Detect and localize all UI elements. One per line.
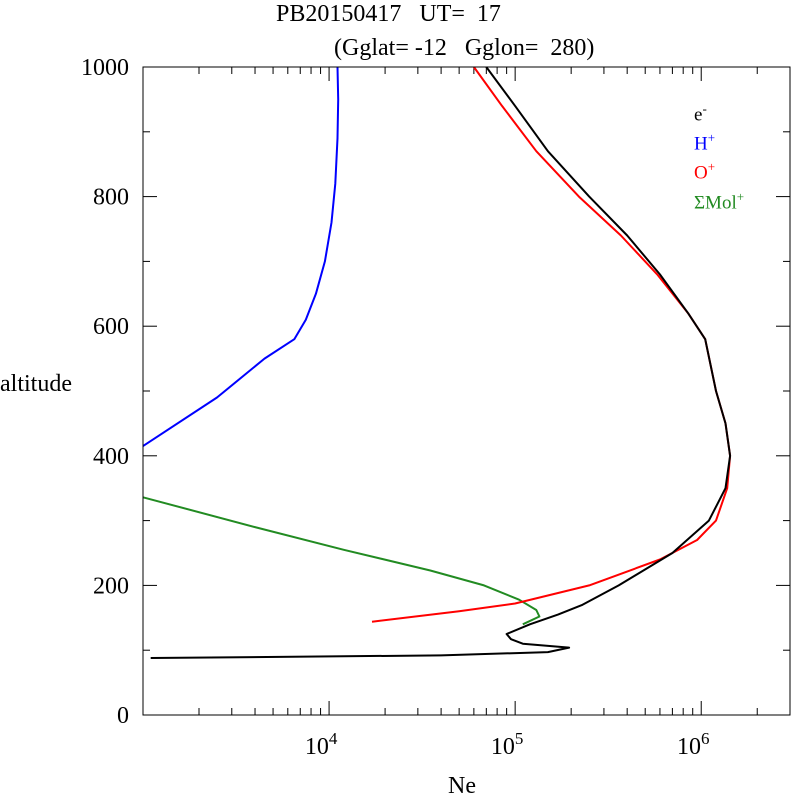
legend-label: ΣMol [694,192,737,214]
y-tick-label: 1000 [81,55,129,81]
series-line-1 [150,66,732,659]
series-line-3 [371,66,732,623]
y-tick-label: 0 [117,703,129,729]
chart-subtitle: (Gglat= -12 Gglon= 280) [334,35,595,61]
legend-entry: H+ [694,131,715,153]
legend-entry: O+ [694,160,715,182]
series-line-2 [142,66,340,447]
legend-label: O [694,162,708,184]
y-tick-label: 400 [93,444,129,470]
x-axis-label: Ne [448,773,476,799]
legend-charge: + [707,130,716,145]
x-tick-label: 105 [491,729,524,760]
legend-charge: - [702,101,707,116]
legend-label: e [694,104,703,126]
legend-entry: ΣMol+ [694,190,744,212]
legend-charge: + [707,159,716,174]
y-tick-label: 600 [93,314,129,340]
series-line-4 [142,496,541,626]
y-tick-label: 800 [93,185,129,211]
plot-frame [142,66,791,716]
legend-label: H [694,133,708,155]
axes-group: 0 200 400 600 800 1000 104 105 106 [81,55,791,760]
y-tick-label: 200 [93,573,129,599]
legend-entry: e- [694,102,707,124]
y-axis-label: altitude [0,371,72,397]
series-layer [142,66,732,659]
legend-charge: + [736,189,745,204]
x-tick-label: 106 [677,729,710,760]
chart-title: PB20150417 UT= 17 [276,1,501,27]
x-tick-label: 104 [305,729,338,760]
